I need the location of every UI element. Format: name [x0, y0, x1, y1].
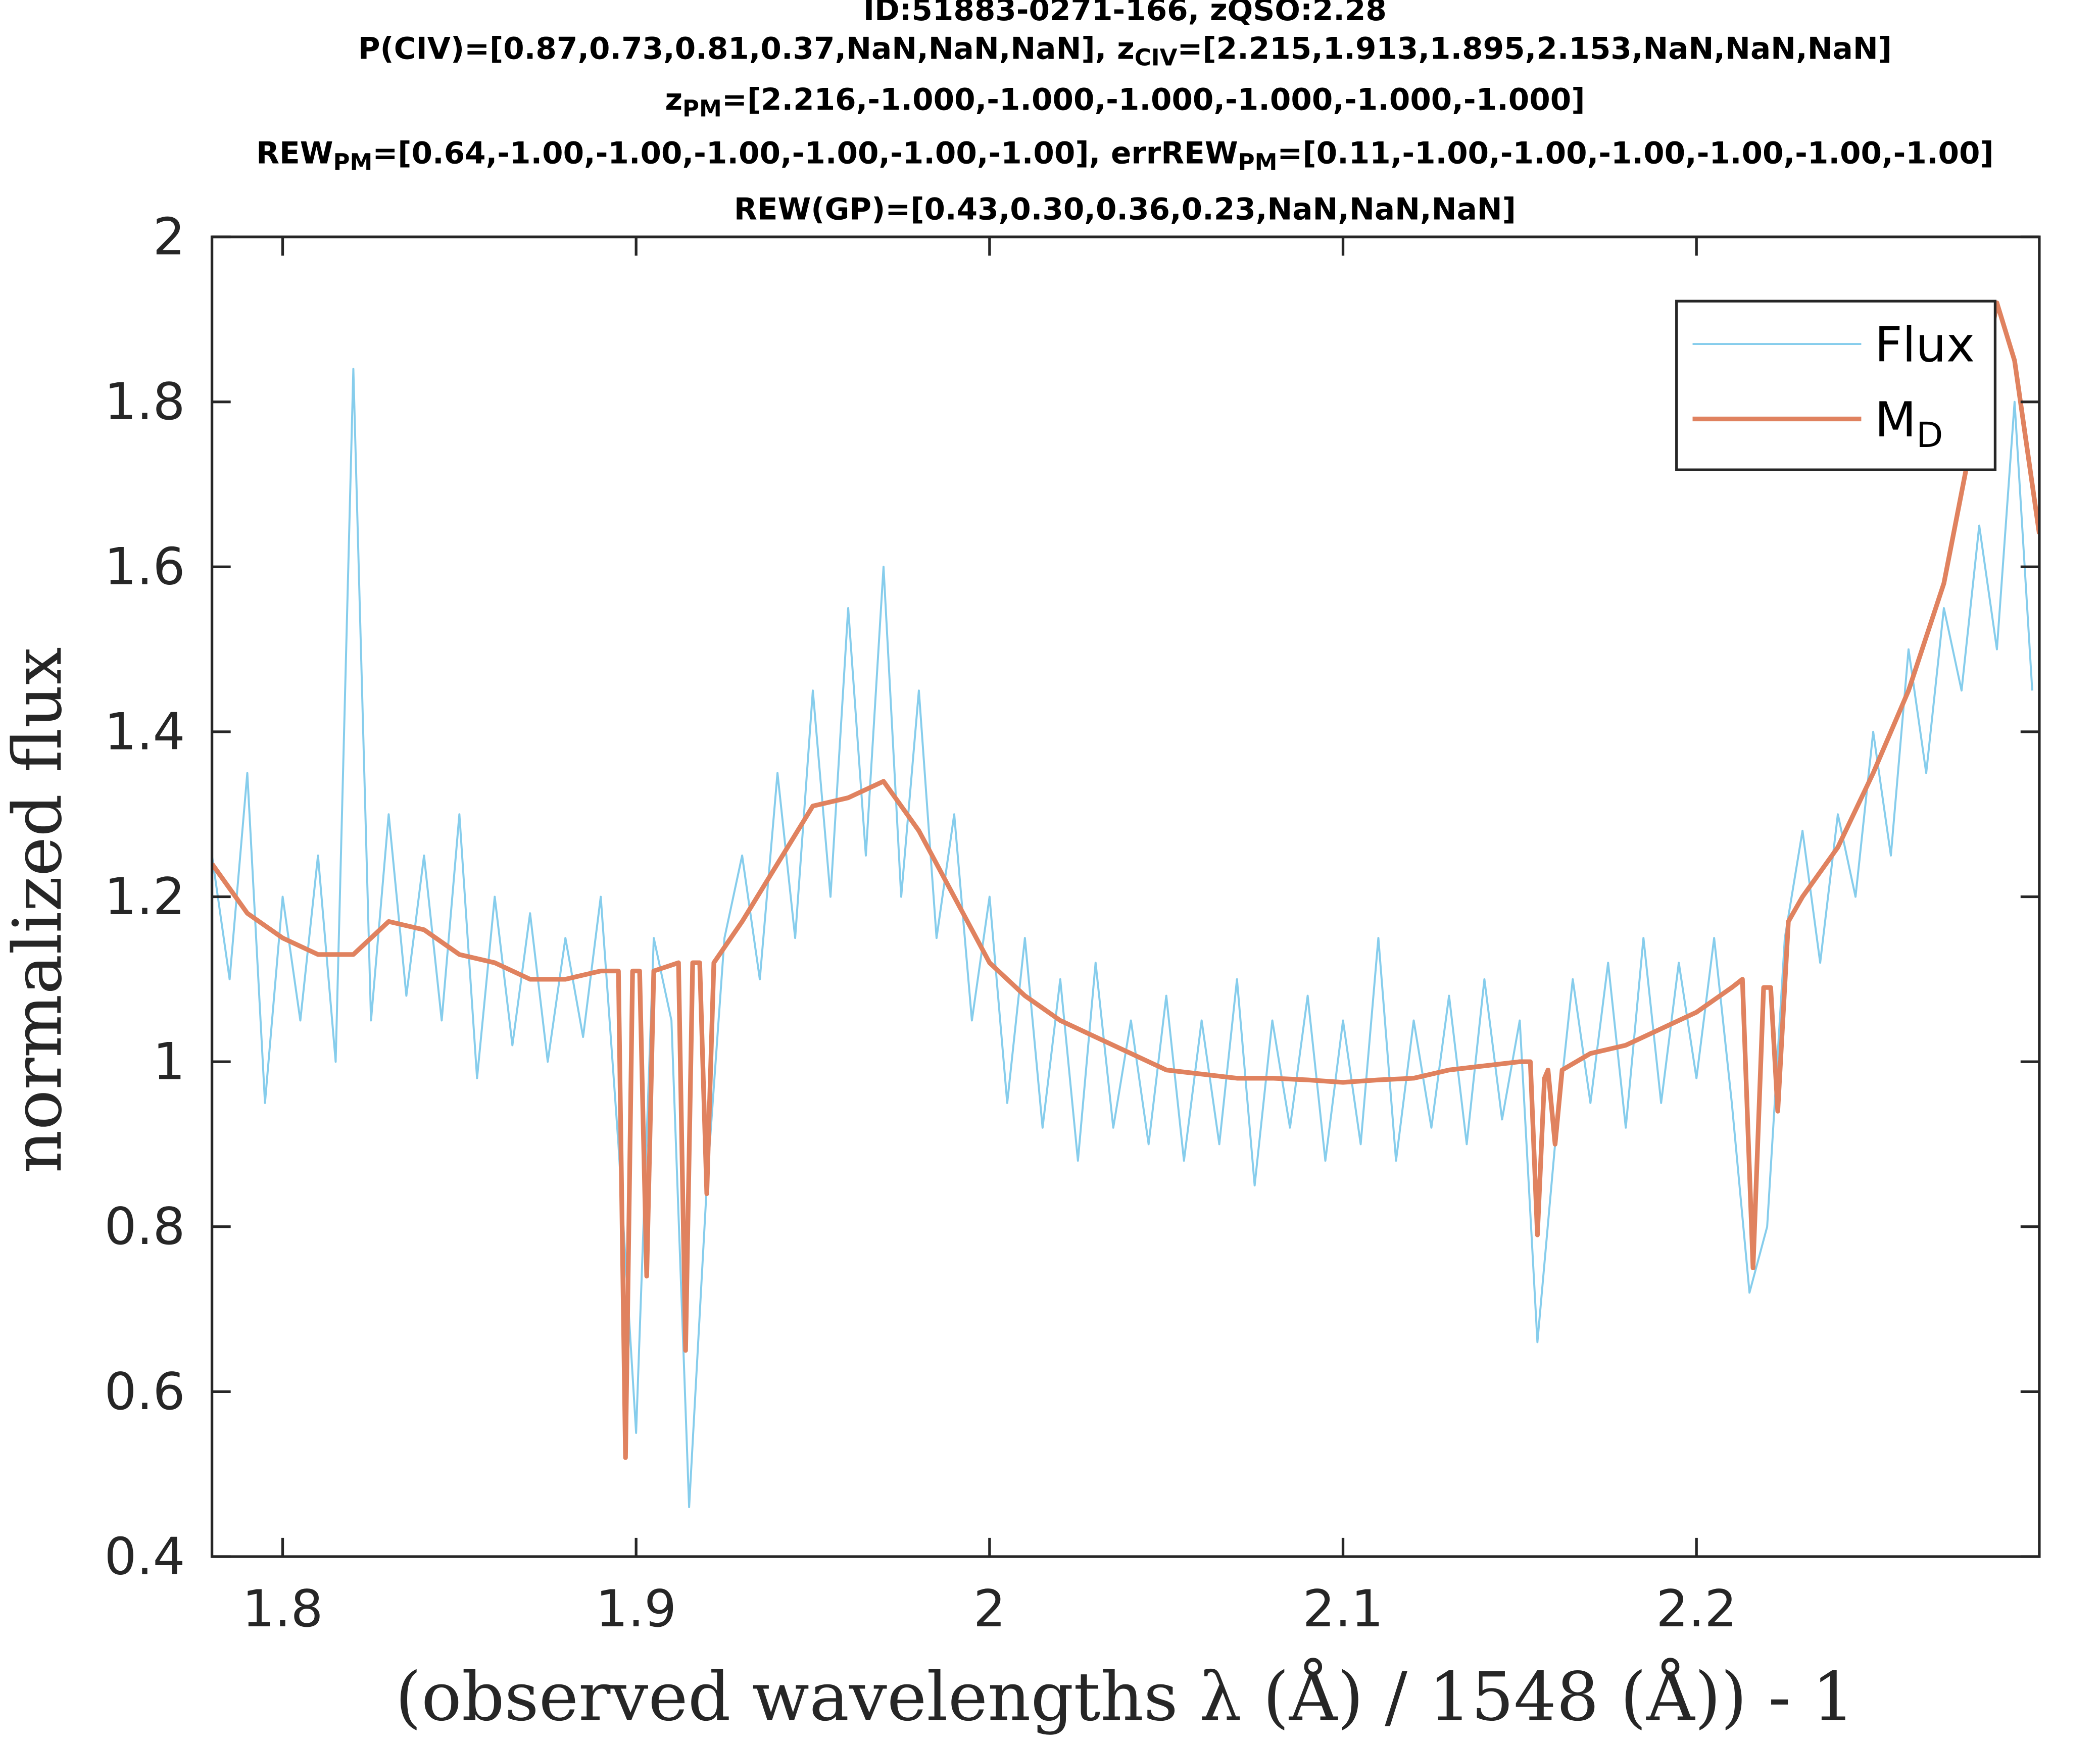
subscript: PM: [1238, 149, 1278, 176]
legend-label: Flux: [1875, 317, 1975, 373]
y-tick-label: 1.6: [104, 537, 185, 596]
text-part: z: [665, 82, 682, 117]
title-line: P(CIV)=[0.87,0.73,0.81,0.37,NaN,NaN,NaN]…: [358, 32, 1892, 71]
subscript: PM: [333, 149, 372, 176]
y-tick-label: 0.8: [104, 1197, 185, 1256]
subscript: CIV: [1135, 44, 1178, 71]
x-tick-label: 1.9: [596, 1579, 676, 1638]
text-part: =[2.215,1.913,1.895,2.153,NaN,NaN,NaN]: [1177, 32, 1892, 67]
subscript: D: [1916, 415, 1943, 456]
y-tick-label: 1.2: [104, 867, 185, 926]
x-tick-label: 2.1: [1302, 1579, 1383, 1638]
title-line: zPM=[2.216,-1.000,-1.000,-1.000,-1.000,-…: [665, 82, 1585, 122]
title-line: REW(GP)=[0.43,0.30,0.36,0.23,NaN,NaN,NaN…: [734, 192, 1516, 227]
y-tick-label: 1.4: [104, 702, 185, 761]
text-part: P(CIV)=[0.87,0.73,0.81,0.37,NaN,NaN,NaN]…: [358, 32, 1135, 67]
subscript: PM: [682, 95, 722, 122]
y-tick-label: 0.6: [104, 1362, 185, 1421]
title-line: REWPM=[0.64,-1.00,-1.00,-1.00,-1.00,-1.0…: [256, 136, 1994, 175]
series-line: [212, 368, 2033, 1508]
text-part: M: [1875, 392, 1916, 448]
text-part: =[0.11,-1.00,-1.00,-1.00,-1.00,-1.00,-1.…: [1277, 136, 1993, 171]
y-tick-label: 1: [153, 1032, 185, 1091]
text-part: =[0.64,-1.00,-1.00,-1.00,-1.00,-1.00,-1.…: [372, 136, 1238, 171]
series-group: [212, 301, 2039, 1508]
legend-label: MD: [1875, 392, 1943, 456]
y-tick-label: 1.8: [104, 372, 185, 431]
title-line: ID:51883-0271-166, zQSO:2.28: [863, 0, 1387, 28]
series-line: [212, 301, 2039, 1460]
x-tick-label: 2: [973, 1579, 1006, 1638]
text-part: REW: [256, 136, 333, 171]
text-part: ID:51883-0271-166, zQSO:2.28: [863, 0, 1387, 28]
legend-box: [1675, 300, 1997, 471]
y-tick-label: 0.4: [104, 1527, 185, 1586]
x-axis-label: (observed wavelengths λ (Å) / 1548 (Å)) …: [395, 1657, 1854, 1736]
y-tick-label: 2: [153, 208, 185, 267]
y-axis-label: normalized flux: [0, 647, 77, 1173]
text-part: Flux: [1875, 317, 1975, 373]
x-tick-label: 2.2: [1656, 1579, 1737, 1638]
text-part: =[2.216,-1.000,-1.000,-1.000,-1.000,-1.0…: [722, 82, 1585, 117]
x-tick-label: 1.8: [242, 1579, 323, 1638]
text-part: REW(GP)=[0.43,0.30,0.36,0.23,NaN,NaN,NaN…: [734, 192, 1516, 227]
